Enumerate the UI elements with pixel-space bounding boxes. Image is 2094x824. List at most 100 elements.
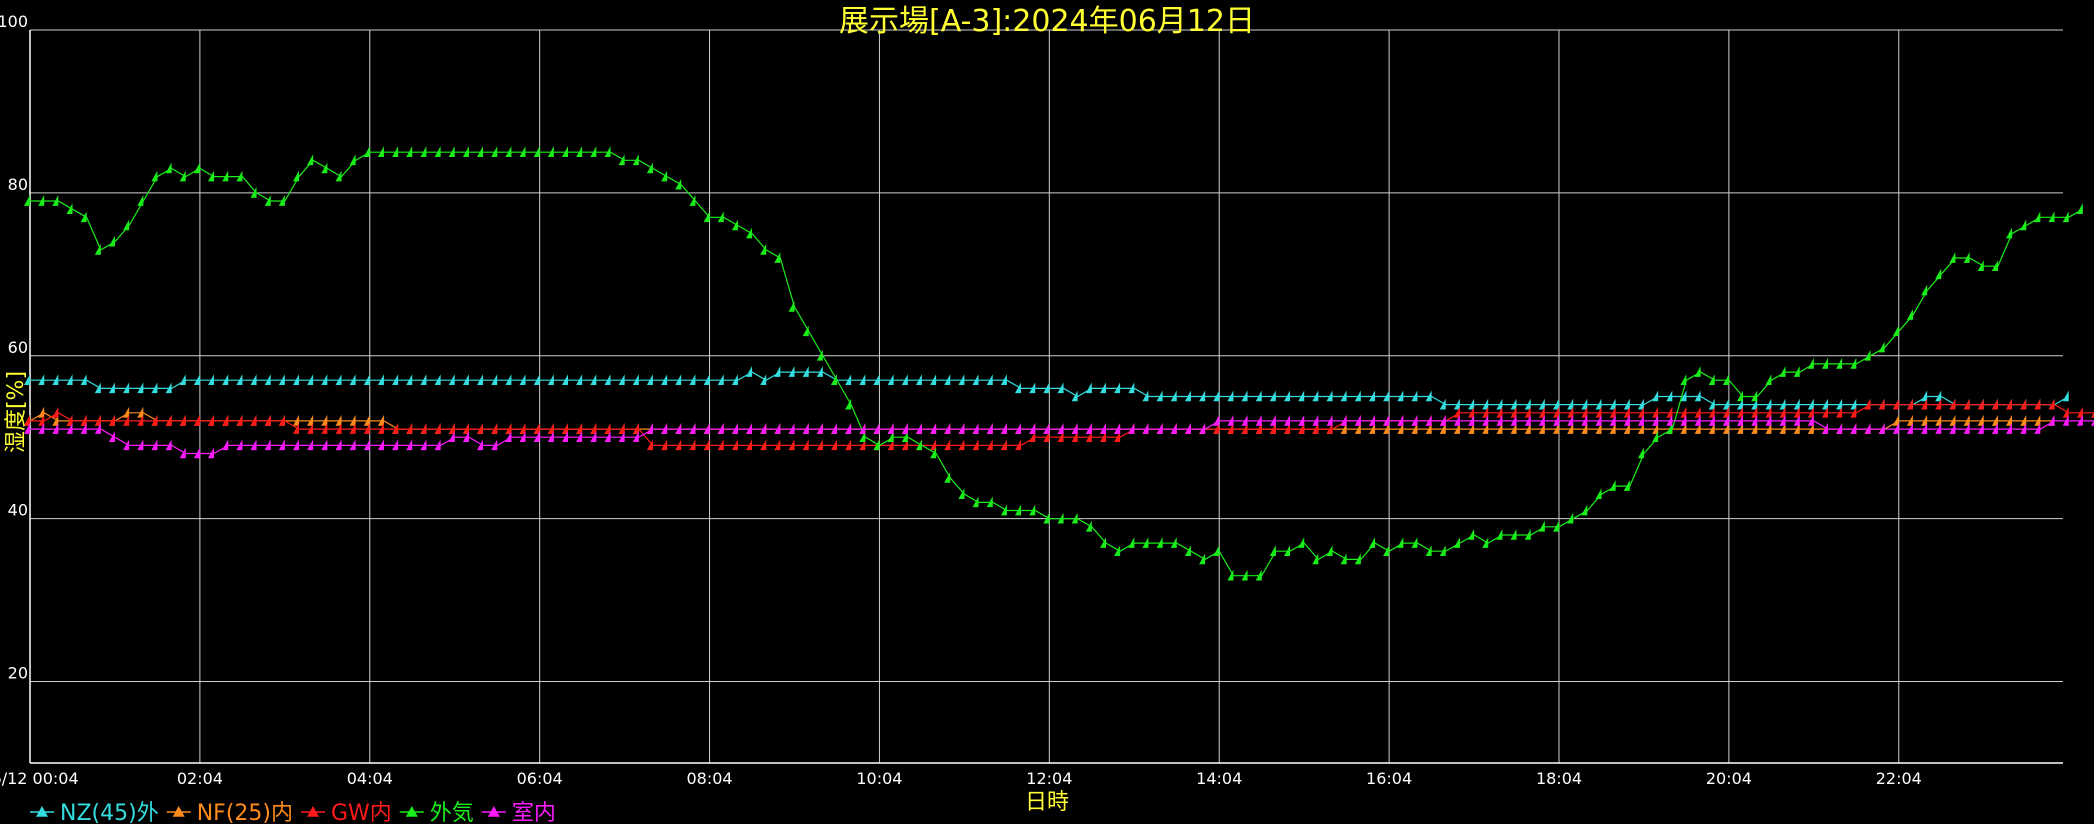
data-point xyxy=(717,374,724,386)
data-point xyxy=(1878,423,1885,434)
data-point xyxy=(1298,423,1305,434)
data-point xyxy=(972,423,979,434)
data-point xyxy=(873,374,880,386)
data-point xyxy=(1397,537,1404,548)
data-point xyxy=(222,374,229,386)
data-point xyxy=(760,423,767,434)
data-point xyxy=(930,439,937,451)
data-point xyxy=(236,439,243,451)
data-point xyxy=(1680,406,1687,418)
data-point xyxy=(477,439,484,451)
data-point xyxy=(1807,423,1814,434)
data-point xyxy=(632,154,639,166)
legend-swatch-marker xyxy=(306,806,319,817)
data-point xyxy=(1241,423,1248,434)
data-point xyxy=(264,414,271,426)
data-point xyxy=(293,170,300,182)
data-point xyxy=(774,423,781,434)
data-point xyxy=(802,439,809,451)
data-point xyxy=(1553,398,1560,410)
series-0 xyxy=(24,366,2069,410)
data-point xyxy=(604,146,611,157)
data-point xyxy=(1935,390,1942,402)
data-point xyxy=(236,170,243,182)
data-point xyxy=(505,146,512,157)
data-point xyxy=(1340,553,1347,565)
data-point xyxy=(1085,431,1092,443)
data-point xyxy=(38,406,45,418)
data-point xyxy=(1609,398,1616,410)
data-point xyxy=(1538,423,1545,434)
data-point xyxy=(986,439,993,451)
data-point xyxy=(335,414,342,426)
data-point xyxy=(632,423,639,434)
data-point xyxy=(477,374,484,386)
data-point xyxy=(165,382,172,394)
data-point xyxy=(1991,398,1998,410)
data-point xyxy=(661,374,668,386)
data-point xyxy=(590,431,597,443)
data-point xyxy=(80,211,87,223)
data-point xyxy=(930,423,937,434)
data-point xyxy=(38,423,45,434)
data-point xyxy=(1269,545,1276,557)
data-point xyxy=(1397,414,1404,426)
data-point xyxy=(1029,431,1036,443)
data-point xyxy=(2076,203,2083,214)
data-point xyxy=(434,439,441,451)
data-point xyxy=(1411,390,1418,402)
data-point xyxy=(2062,414,2069,426)
data-point xyxy=(1170,390,1177,402)
data-point xyxy=(1241,569,1248,581)
data-point xyxy=(1666,406,1673,418)
data-point xyxy=(675,439,682,451)
data-point xyxy=(434,146,441,157)
data-point xyxy=(2076,406,2083,418)
data-point xyxy=(377,439,384,451)
data-point xyxy=(1496,398,1503,410)
data-point xyxy=(321,414,328,426)
data-point xyxy=(1666,390,1673,402)
data-point xyxy=(1949,423,1956,434)
data-point xyxy=(1015,382,1022,394)
data-point xyxy=(1340,390,1347,402)
data-point xyxy=(562,431,569,443)
data-point xyxy=(1836,357,1843,369)
data-point xyxy=(1935,414,1942,426)
data-point xyxy=(1439,414,1446,426)
data-point xyxy=(1156,423,1163,434)
data-point xyxy=(477,146,484,157)
data-point xyxy=(222,170,229,182)
data-point xyxy=(420,146,427,157)
data-point xyxy=(1468,406,1475,418)
data-point xyxy=(831,439,838,451)
data-point xyxy=(958,423,965,434)
data-point xyxy=(831,423,838,434)
data-point xyxy=(519,423,526,434)
data-point xyxy=(1453,414,1460,426)
data-point xyxy=(179,447,186,459)
x-tick-label: 12:04 xyxy=(1026,769,1072,788)
data-point xyxy=(1708,374,1715,386)
data-point xyxy=(1496,528,1503,540)
data-point xyxy=(420,423,427,434)
data-point xyxy=(1991,414,1998,426)
data-point xyxy=(774,252,781,263)
data-point xyxy=(80,414,87,426)
x-tick-label: 16:04 xyxy=(1366,769,1412,788)
data-point xyxy=(1963,414,1970,426)
data-point xyxy=(831,374,838,386)
data-point xyxy=(1935,423,1942,434)
data-point xyxy=(2006,414,2013,426)
y-tick-label: 80 xyxy=(8,175,28,194)
data-point xyxy=(901,374,908,386)
data-point xyxy=(1779,423,1786,434)
data-point xyxy=(477,423,484,434)
data-point xyxy=(52,406,59,418)
data-point xyxy=(1468,398,1475,410)
data-point xyxy=(392,374,399,386)
data-point xyxy=(2076,414,2083,426)
data-point xyxy=(1765,398,1772,410)
data-point xyxy=(774,439,781,451)
data-point xyxy=(293,414,300,426)
